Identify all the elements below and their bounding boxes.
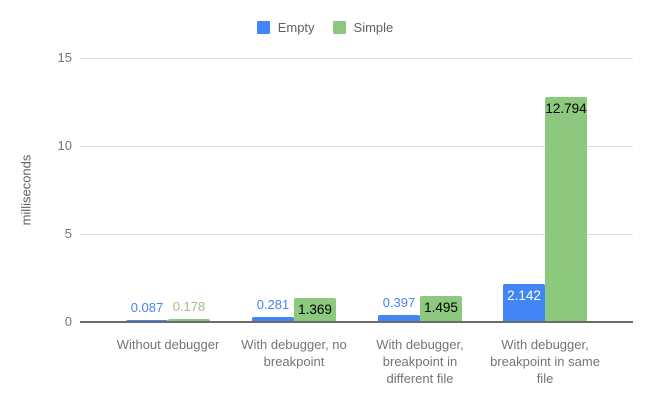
gridline [80,58,633,59]
bar-value-label: 0.178 [172,299,206,314]
bar-value-label: 12.794 [545,101,587,116]
chart-legend: Empty Simple [0,20,650,35]
bar-simple [168,319,210,322]
gridline [80,146,633,147]
bar-value-label: 0.281 [256,297,290,312]
category-label-line: different file [386,371,454,386]
legend-item-empty: Empty [256,20,315,35]
bar-value-label: 0.087 [130,300,164,315]
category-label-line: breakpoint in [382,354,458,369]
category-label-line: file [536,371,554,386]
legend-label: Empty [277,20,315,35]
legend-item-simple: Simple [332,20,394,35]
x-axis-line [80,321,633,323]
category-label-line: breakpoint [263,354,325,369]
legend-swatch-empty [256,21,270,34]
y-axis-title: milliseconds [18,154,34,226]
bar-value-label: 1.495 [424,300,458,315]
x-axis-category-label: With debugger, no breakpoint [219,336,369,370]
x-axis-category-label: With debugger, breakpoint in different fil… [345,336,495,387]
bar-simple [420,296,462,322]
gridline [80,234,633,235]
category-label-line: With debugger, [376,337,464,352]
bar-empty [378,315,420,322]
y-axis-tick-label: 15 [57,50,72,65]
bar-value-label: 1.369 [298,302,332,317]
bar-value-label: 2.142 [507,288,541,303]
y-axis-tick-label: 0 [64,314,72,329]
category-label-line: Without debugger [116,337,220,352]
bar-simple [545,97,587,322]
category-label-line: With debugger, no [241,337,347,352]
bar-empty [252,317,294,322]
y-axis-tick-label: 5 [64,226,72,241]
bar-empty [503,284,545,322]
legend-label: Simple [353,20,394,35]
category-label-line: breakpoint in same [490,354,600,369]
legend-swatch-simple [332,21,346,34]
category-label-line: With debugger, [501,337,589,352]
bar-value-label: 0.397 [382,295,416,310]
bar-simple [294,298,336,322]
y-axis-tick-label: 10 [57,138,72,153]
x-axis-category-label: With debugger, breakpoint in same file [470,336,620,387]
x-axis-category-label: Without debugger [93,336,243,353]
